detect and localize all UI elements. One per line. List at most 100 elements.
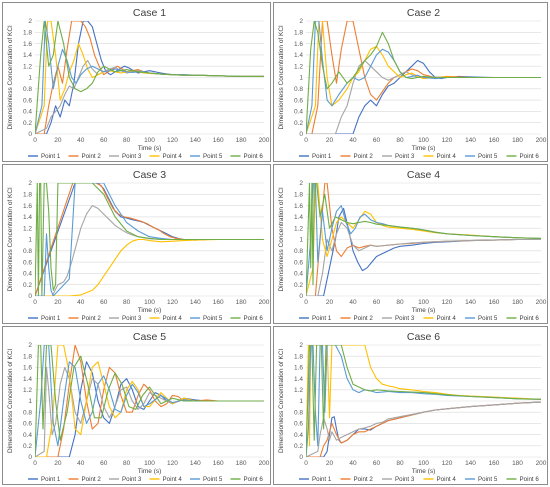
y-tick-label: 0.6	[294, 259, 303, 266]
y-tick-label: 2	[299, 18, 303, 25]
y-tick-label: 0	[299, 131, 303, 138]
x-tick-label: 20	[54, 299, 62, 306]
y-tick-label: 1.2	[23, 63, 32, 70]
legend-label: Point 1	[41, 153, 61, 160]
chart-svg: Case 300.20.40.60.811.21.41.61.820 20 40 60…	[7, 169, 270, 322]
x-tick-label: 80	[396, 299, 404, 306]
y-tick-label: 0.6	[23, 97, 32, 104]
y-tick-label: 1.4	[23, 376, 32, 383]
x-tick-label: 120	[442, 460, 453, 467]
y-tick-label: 1.6	[294, 203, 303, 210]
y-tick-label: 0.4	[23, 109, 32, 116]
series-line-point-1	[35, 361, 264, 457]
legend-label: Point 3	[122, 476, 142, 483]
series-line-point-4	[35, 238, 264, 296]
y-tick-label: 1	[299, 75, 303, 82]
x-tick-label: 0	[33, 460, 37, 467]
y-tick-label: 0.2	[23, 120, 32, 127]
y-tick-label: 1	[28, 398, 32, 405]
y-tick-label: 1.8	[294, 192, 303, 199]
chart-svg: Case 600.20.40.60.811.21.41.61.820 20 40 60…	[278, 331, 547, 483]
x-tick-label: 160	[489, 460, 500, 467]
x-tick-label: 200	[259, 460, 270, 467]
series-line-point-6	[35, 345, 264, 457]
x-tick-label: 120	[167, 299, 178, 306]
chart-svg: Case 500.20.40.60.811.21.41.61.820 20 40 60…	[7, 331, 270, 483]
series-line-point-1	[306, 207, 541, 296]
legend-label: Point 2	[354, 476, 374, 483]
y-tick-label: 1.6	[23, 41, 32, 48]
legend-label: Point 1	[312, 153, 332, 160]
chart-title: Case 1	[133, 7, 166, 19]
y-tick-label: 1	[299, 398, 303, 405]
y-tick-label: 2	[28, 18, 32, 25]
chart-svg: Case 100.20.40.60.811.21.41.61.820 20 40 60…	[7, 7, 270, 160]
plot-area	[306, 21, 541, 134]
x-tick-label: 180	[512, 299, 523, 306]
legend-label: Point 3	[122, 315, 142, 322]
series-line-point-6	[306, 345, 541, 457]
y-tick-label: 0.2	[294, 282, 303, 289]
x-tick-label: 180	[512, 137, 523, 144]
y-tick-label: 1.6	[294, 41, 303, 48]
legend-label: Point 6	[244, 476, 264, 483]
chart-title: Case 6	[407, 331, 440, 343]
y-tick-label: 2	[28, 342, 32, 349]
legend-label: Point 2	[354, 315, 374, 322]
x-tick-label: 20	[326, 299, 334, 306]
chart-panel-6: Case 6 0 0.2 0.4 0.6 0.8 1 1.2 1.4 1.6 1.8 2 0 20 40 60…	[273, 326, 548, 485]
x-tick-label: 180	[236, 460, 247, 467]
x-axis-label: Time (s)	[412, 307, 436, 314]
x-axis-label: Time (s)	[138, 307, 162, 314]
legend-label: Point 6	[244, 153, 264, 160]
y-tick-label: 0.8	[23, 86, 32, 93]
y-tick-label: 1.8	[294, 353, 303, 360]
legend-label: Point 1	[312, 476, 332, 483]
y-tick-label: 0.8	[23, 248, 32, 255]
x-tick-label: 180	[236, 137, 247, 144]
y-tick-label: 1.4	[294, 376, 303, 383]
y-tick-label: 0.8	[294, 409, 303, 416]
y-tick-label: 0	[299, 293, 303, 300]
y-tick-label: 0.6	[294, 421, 303, 428]
x-axis-label: Time (s)	[412, 468, 436, 475]
x-tick-label: 120	[167, 137, 178, 144]
x-tick-label: 40	[349, 299, 357, 306]
legend-label: Point 4	[437, 476, 457, 483]
legend-label: Point 2	[82, 476, 102, 483]
series-line-point-6	[306, 183, 541, 296]
x-tick-label: 60	[373, 299, 381, 306]
y-tick-label: 0.2	[23, 443, 32, 450]
x-tick-label: 80	[123, 299, 131, 306]
series-line-point-6	[35, 183, 264, 296]
x-tick-label: 140	[190, 137, 201, 144]
chart-panel-3: Case 3 0 0.2 0.4 0.6 0.8 1 1.2 1.4 1.6 1.8 2 0 20 40 60…	[2, 164, 271, 324]
x-tick-label: 120	[442, 299, 453, 306]
legend-label: Point 1	[41, 315, 61, 322]
x-tick-label: 40	[77, 460, 85, 467]
y-tick-label: 0	[299, 454, 303, 461]
y-axis-label: Dimensionless Concentration of KCl	[278, 348, 285, 453]
series-line-point-6	[306, 21, 541, 134]
chart-svg: Case 200.20.40.60.811.21.41.61.820 20 40 60…	[278, 7, 547, 160]
series-line-point-5	[35, 345, 264, 457]
plot-area	[35, 21, 264, 134]
y-tick-label: 0.4	[23, 271, 32, 278]
y-tick-label: 1	[299, 237, 303, 244]
plot-area	[306, 345, 541, 457]
x-tick-label: 140	[465, 137, 476, 144]
y-tick-label: 0.4	[294, 271, 303, 278]
y-tick-label: 1.6	[23, 203, 32, 210]
legend-label: Point 6	[244, 315, 264, 322]
y-tick-label: 0.6	[23, 421, 32, 428]
series-line-point-6	[35, 21, 264, 134]
x-tick-label: 200	[536, 460, 547, 467]
chart-title: Case 4	[407, 169, 440, 181]
series-line-point-3	[306, 401, 541, 457]
y-tick-label: 1.8	[23, 192, 32, 199]
x-tick-label: 160	[213, 299, 224, 306]
x-tick-label: 80	[123, 460, 131, 467]
x-tick-label: 20	[54, 460, 62, 467]
y-tick-label: 1.2	[23, 225, 32, 232]
